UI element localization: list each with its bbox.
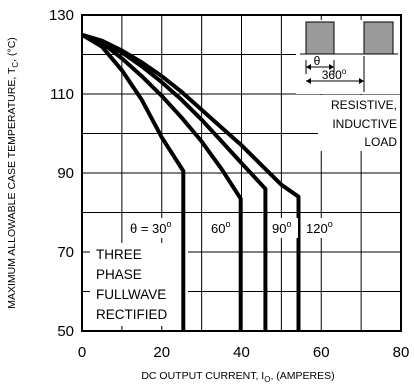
series-label-90: 90o xyxy=(272,219,291,236)
rectifier-note: THREE PHASE FULLWAVE RECTIFIED xyxy=(90,243,188,326)
waveform-pulse-2 xyxy=(363,21,394,55)
x-tick-label: 0 xyxy=(78,344,86,361)
x-tick-label: 40 xyxy=(233,344,250,361)
load-note: RESISTIVE, INDUCTIVE LOAD xyxy=(318,95,400,151)
series-label-30: θ = 30o xyxy=(130,219,172,236)
waveform-theta-label: θ xyxy=(314,54,321,68)
series-label-120: 120o xyxy=(306,219,333,236)
waveform-pulse-1 xyxy=(305,21,335,55)
rectifier-note-line-3: FULLWAVE xyxy=(96,287,166,302)
curve-series-3 xyxy=(81,32,301,331)
x-tick-labels: 0 20 40 60 80 xyxy=(78,344,410,361)
rectifier-note-line-2: PHASE xyxy=(96,267,142,282)
waveform-360-label: 360o xyxy=(322,67,347,82)
y-tick-label: 90 xyxy=(57,165,74,182)
y-tick-label: 110 xyxy=(50,86,74,103)
x-axis-title: DC OUTPUT CURRENT, IO, (AMPERES) xyxy=(141,370,334,384)
load-note-line-2: INDUCTIVE xyxy=(332,117,397,131)
theta-labels: θ = 30o 60o 90o 120o xyxy=(128,218,344,238)
series-label-60: 60o xyxy=(211,219,230,236)
y-tick-label: 130 xyxy=(49,7,74,24)
curve-series-0 xyxy=(80,33,186,331)
y-axis-title: MAXIMUM ALLOWABLE CASE TEMPERATURE, TC, … xyxy=(6,37,20,309)
rectifier-note-line-1: THREE xyxy=(96,247,142,262)
y-tick-label: 70 xyxy=(57,244,74,261)
load-note-line-3: LOAD xyxy=(364,135,397,149)
y-tick-labels: 50 70 90 110 130 xyxy=(49,7,74,340)
waveform-inset: θ 360o xyxy=(296,20,400,94)
y-tick-label: 50 xyxy=(57,323,74,340)
x-tick-label: 80 xyxy=(393,344,410,361)
waveform-360-dim xyxy=(306,56,365,92)
curve-series-1 xyxy=(81,32,243,331)
x-tick-label: 60 xyxy=(313,344,330,361)
rectifier-note-line-4: RECTIFIED xyxy=(96,307,168,322)
curves xyxy=(80,32,301,331)
load-note-line-1: RESISTIVE, xyxy=(331,98,397,112)
x-tick-label: 20 xyxy=(153,344,170,361)
